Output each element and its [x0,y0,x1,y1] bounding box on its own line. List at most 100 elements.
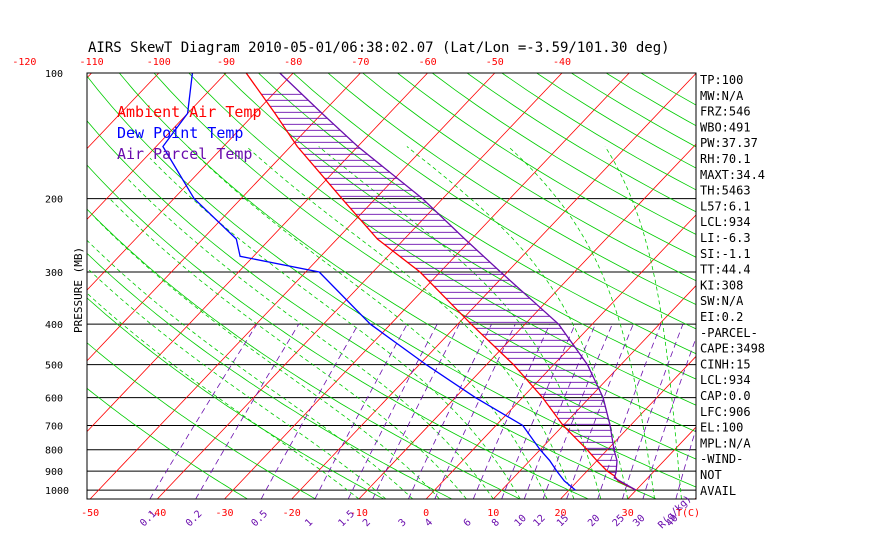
dry-adiabat-line [87,208,521,499]
index-line: RH:70.1 [700,152,751,166]
mixing-ratio-tick-label: 8 [490,517,502,529]
top-temp-tick-label: -110 [80,57,104,68]
dry-adiabat-line [327,73,696,305]
mixing-ratio-line [566,324,634,499]
pressure-tick-label: 900 [45,467,63,478]
dry-adiabat-line [153,73,696,433]
legend-dew-point-temp: Dew Point Temp [117,124,243,142]
dry-adiabat-line [397,73,696,258]
isotherm-line [560,355,696,499]
index-line: -WIND- [700,452,743,466]
dry-adiabat-line [223,73,696,380]
mixing-ratio-line [372,324,460,499]
chart-title: AIRS SkewT Diagram 2010-05-01/06:38:02.0… [88,40,670,56]
bottom-temp-tick-label: 20 [554,508,566,519]
pressure-tick-label: 200 [45,195,63,206]
mixing-ratio-tick-label: 6 [462,517,474,529]
mixing-ratio-tick-label: 20 [586,513,602,529]
index-line: LI:-6.3 [700,231,751,245]
isotherm-line [87,73,294,291]
pressure-tick-label: 600 [45,394,63,405]
index-line: WBO:491 [700,120,751,134]
isotherm-line [224,73,630,499]
index-line: LFC:906 [700,405,751,419]
index-line: FRZ:546 [700,105,751,119]
bottom-temp-tick-label: 0 [423,508,429,519]
index-line: -PARCEL- [700,326,758,340]
mixing-ratio-tick-label: 2 [361,517,373,529]
top-temp-tick-label: -90 [217,57,235,68]
moist-adiabat-line [87,292,360,499]
index-line: L57:6.1 [700,199,751,213]
top-temp-tick-label: -120 [12,57,36,68]
pressure-tick-label: 500 [45,361,63,372]
dry-adiabat-line [87,164,589,499]
mixing-ratio-line [408,324,492,499]
chart-grid [87,73,870,499]
index-line: CAP:0.0 [700,389,751,403]
pressure-tick-label: 100 [45,69,63,80]
mixing-ratio-line [195,323,300,499]
dry-adiabat-line [466,73,696,213]
index-line: TT:44.4 [700,263,751,277]
mixing-ratio-tick-label: 10 [513,513,529,529]
index-line: LCL:934 [700,215,751,229]
top-temp-tick-label: -50 [486,57,504,68]
bottom-temp-tick-label: 30 [622,508,634,519]
pressure-tick-label: 800 [45,446,63,457]
mixing-ratio-line [597,324,662,499]
dry-adiabat-line [118,73,696,460]
moist-adiabat-line [406,146,629,499]
index-line: LCL:934 [700,373,751,387]
index-line: KI:308 [700,278,743,292]
mixing-ratio-line [642,336,696,499]
isotherm-line [627,426,696,499]
mixing-ratio-tick-label: 4 [423,517,435,529]
mixing-ratio-line [260,323,359,499]
y-axis-label: PRESSURE (MB) [72,247,85,333]
bottom-temp-tick-label: 10 [487,508,499,519]
top-temp-tick-label: -40 [553,57,571,68]
index-line: MPL:N/A [700,436,751,450]
index-line: MAXT:34.4 [700,168,765,182]
dry-adiabat-line [87,342,316,499]
moist-adiabat-line [508,146,655,499]
isotherm-line [157,73,563,499]
moist-adiabat-line [87,267,387,499]
isotherm-line [87,73,428,433]
dry-adiabat-line [362,73,696,282]
pressure-tick-label: 300 [45,268,63,279]
bottom-temp-tick-label: -40 [148,508,166,519]
bottom-temp-tick-label: -20 [283,508,301,519]
moist-adiabat-line [92,215,440,499]
dry-adiabat-line [501,73,696,191]
index-line: MW:N/A [700,89,744,103]
index-line: SI:-1.1 [700,247,751,261]
air-parcel-temp-line [279,73,637,491]
moist-adiabat-line [187,146,548,499]
index-line: NOT [700,468,722,482]
ambient-air-temp-line [245,73,637,491]
dry-adiabat-line [188,73,696,406]
mixing-ratio-line [501,324,576,499]
plot-frame [86,72,697,500]
mixing-ratio-tick-label: 3 [397,517,409,529]
moist-adiabat-line [604,146,682,499]
dry-adiabat-line [258,73,696,355]
top-temp-tick-label: -100 [147,57,171,68]
bottom-temp-tick-label: -30 [215,508,233,519]
chart-axes [86,72,697,500]
isotherm-line [493,285,696,499]
moist-adiabat-line [109,198,467,499]
moist-adiabat-line [318,146,602,499]
isotherm-line [89,73,496,499]
isotherm-line [762,73,870,499]
mixing-ratio-tick-label: 12 [531,513,547,529]
mixing-ratio-line [675,427,696,499]
index-line: EI:0.2 [700,310,743,324]
index-line: AVAIL [700,484,736,498]
mixing-ratio-line [622,324,684,499]
moist-adiabat-line [246,146,575,499]
top-temp-tick-label: -60 [419,57,437,68]
